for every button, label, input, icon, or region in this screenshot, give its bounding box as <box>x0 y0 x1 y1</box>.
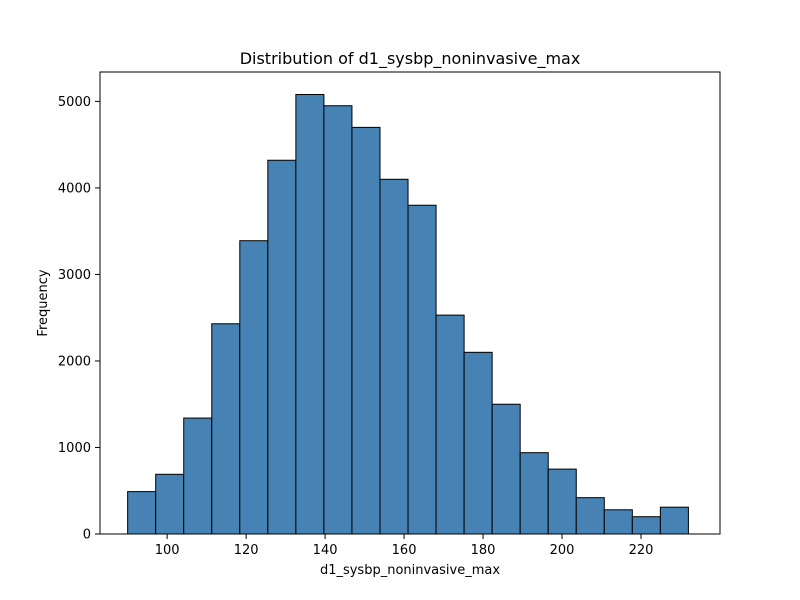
chart-title: Distribution of d1_sysbp_noninvasive_max <box>240 49 581 69</box>
histogram-bar <box>519 452 549 535</box>
y-tick-label: 2000 <box>58 354 91 369</box>
histogram-bar <box>575 497 605 535</box>
histogram-bar <box>435 314 465 535</box>
histogram-bar <box>463 351 493 535</box>
y-axis-ticks: 0 1000 2000 3000 4000 5000 <box>58 95 100 543</box>
histogram-bar <box>211 323 241 535</box>
histogram-bar <box>267 159 297 535</box>
histogram-bar <box>127 491 157 535</box>
y-tick-label: 1000 <box>58 441 91 456</box>
x-tick-label: 120 <box>234 543 259 558</box>
histogram-bar <box>239 240 269 535</box>
x-tick-label: 200 <box>550 543 575 558</box>
x-axis-label: d1_sysbp_noninvasive_max <box>320 563 500 578</box>
y-axis-label: Frequency <box>36 269 51 336</box>
histogram-bar <box>407 204 437 535</box>
y-tick-label: 3000 <box>58 268 91 283</box>
histogram-bar <box>379 178 409 535</box>
histogram-bar <box>295 93 325 535</box>
x-tick-label: 140 <box>313 543 338 558</box>
x-tick-label: 100 <box>155 543 180 558</box>
bars-group <box>127 93 689 535</box>
x-tick-label: 180 <box>471 543 496 558</box>
y-tick-label: 5000 <box>58 95 91 110</box>
x-tick-label: 220 <box>629 543 654 558</box>
histogram-bar <box>491 403 521 535</box>
histogram-bar <box>631 516 661 535</box>
histogram-bar <box>547 468 577 535</box>
histogram-bar <box>183 417 213 535</box>
x-axis-ticks: 100 120 140 160 180 200 220 <box>155 534 654 558</box>
x-tick-label: 160 <box>392 543 417 558</box>
plot-frame <box>99 71 721 535</box>
histogram-bar <box>659 506 689 535</box>
histogram-bar <box>351 126 381 535</box>
y-tick-label: 4000 <box>58 181 91 196</box>
y-tick-label: 0 <box>83 528 91 543</box>
histogram-bar <box>323 105 353 535</box>
histogram-bar <box>603 509 633 535</box>
histogram-bar <box>155 473 185 535</box>
